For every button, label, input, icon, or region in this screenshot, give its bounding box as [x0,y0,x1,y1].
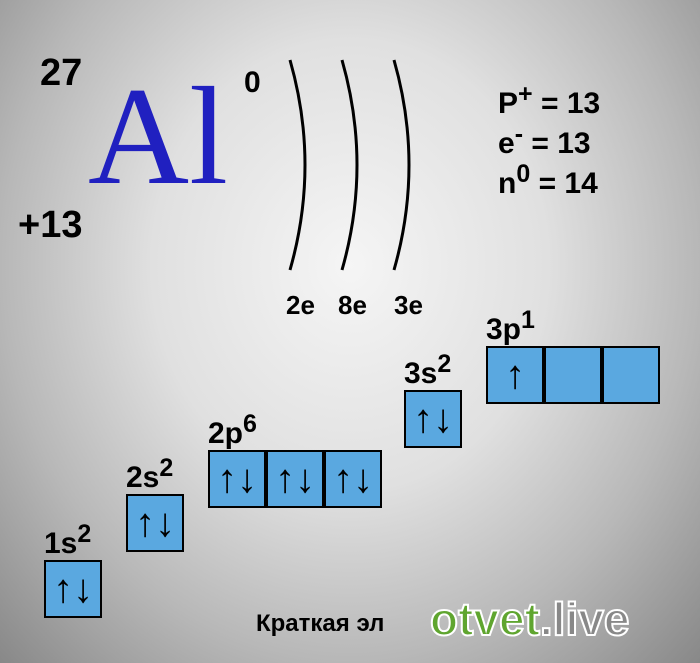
element-symbol-text: Al [88,59,228,214]
shell-label-3: 3e [394,290,423,321]
orbital-box-3p-1 [544,346,602,404]
spin-down-icon: ↓ [73,569,93,609]
watermark-green: otvet [430,593,540,645]
neutrons-row: n0 = 14 [498,160,598,201]
orbital-label-3p: 3p1 [486,306,535,347]
caption-text: Краткая эл [256,610,384,638]
shell-label-1: 2e [286,290,315,321]
watermark: otvet.live [430,592,629,646]
spin-up-icon: ↑ [275,459,295,499]
mass-number-text: 27 [40,52,82,94]
spin-down-icon: ↓ [433,399,453,439]
orbital-label-3s: 3s2 [404,350,451,391]
spin-down-icon: ↓ [353,459,373,499]
orbital-box-3p-2 [602,346,660,404]
shell-label-2: 8e [338,290,367,321]
spin-up-icon: ↑ [135,503,155,543]
electrons-row: e- = 13 [498,120,591,161]
orbital-label-2s: 2s2 [126,454,173,495]
watermark-gray: .live [540,593,630,645]
charge-text: 0 [244,66,261,99]
spin-up-icon: ↑ [413,399,433,439]
protons-row: P+ = 13 [498,80,600,121]
orbital-box-3s-0: ↑↓ [404,390,462,448]
charge-superscript: 0 [244,66,261,100]
atomic-number-text: +13 [18,204,82,246]
orbital-box-2p-2: ↑↓ [324,450,382,508]
atomic-number: +13 [18,204,82,247]
spin-up-icon: ↑ [505,355,525,395]
orbital-box-2p-1: ↑↓ [266,450,324,508]
spin-up-icon: ↑ [53,569,73,609]
spin-up-icon: ↑ [333,459,353,499]
mass-number: 27 [40,52,82,95]
orbital-box-1s-0: ↑↓ [44,560,102,618]
spin-up-icon: ↑ [217,459,237,499]
orbital-box-2p-0: ↑↓ [208,450,266,508]
orbital-box-2s-0: ↑↓ [126,494,184,552]
orbital-label-2p: 2p6 [208,410,257,451]
element-symbol: Al [88,56,228,217]
spin-down-icon: ↓ [155,503,175,543]
spin-down-icon: ↓ [237,459,257,499]
spin-down-icon: ↓ [295,459,315,499]
orbital-label-1s: 1s2 [44,520,91,561]
shell-arcs [270,50,470,280]
orbital-box-3p-0: ↑ [486,346,544,404]
